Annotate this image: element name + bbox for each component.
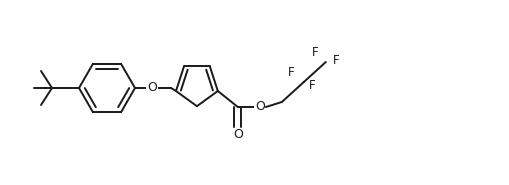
Text: O: O xyxy=(147,82,157,95)
Text: O: O xyxy=(254,100,264,114)
Text: O: O xyxy=(233,129,242,142)
Text: F: F xyxy=(332,55,338,68)
Text: F: F xyxy=(308,80,315,92)
Text: F: F xyxy=(311,46,318,58)
Text: F: F xyxy=(287,66,294,80)
